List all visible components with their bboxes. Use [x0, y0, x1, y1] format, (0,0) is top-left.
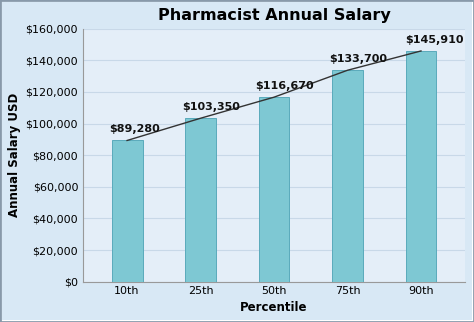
Text: $145,910: $145,910 — [405, 35, 464, 45]
Bar — [112, 140, 143, 282]
Bar — [259, 97, 290, 282]
Text: $133,700: $133,700 — [329, 54, 387, 64]
Text: $89,280: $89,280 — [109, 124, 159, 134]
Bar — [406, 51, 437, 282]
Bar — [332, 70, 363, 282]
Title: Pharmacist Annual Salary: Pharmacist Annual Salary — [158, 8, 391, 23]
Text: $103,350: $103,350 — [182, 102, 240, 112]
X-axis label: Percentile: Percentile — [240, 301, 308, 314]
Bar — [185, 118, 216, 282]
Text: $116,670: $116,670 — [255, 81, 314, 91]
Y-axis label: Annual Salary USD: Annual Salary USD — [9, 93, 21, 217]
